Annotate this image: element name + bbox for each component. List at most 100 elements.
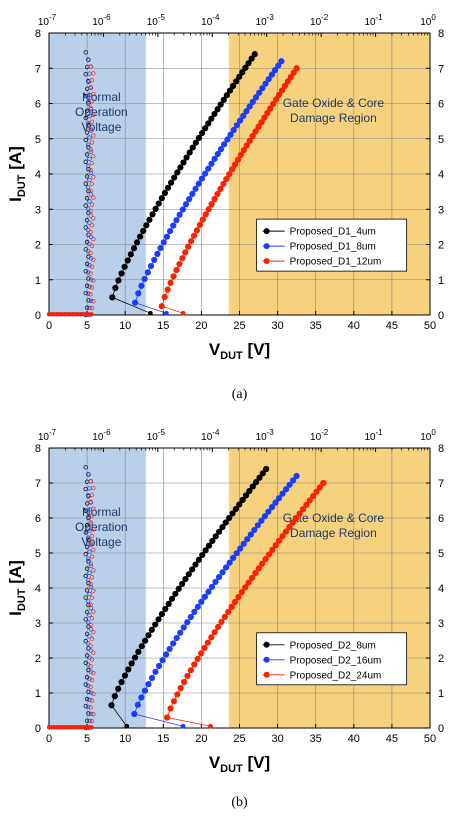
y-tick-label-right: 4	[438, 583, 444, 595]
data-point	[189, 566, 196, 573]
data-point	[265, 76, 272, 83]
legend-label: Proposed_D2_16um	[290, 655, 382, 666]
data-point	[191, 608, 198, 615]
y-tick-label: 1	[35, 688, 41, 700]
leakage-trace-point	[83, 552, 88, 557]
leakage-trace-point	[89, 657, 95, 662]
data-point	[208, 115, 215, 122]
leakage-trace-point	[87, 305, 92, 311]
data-point	[231, 598, 239, 606]
leakage-trace-point	[84, 86, 90, 92]
legend-marker	[263, 671, 270, 678]
snapback-point	[147, 310, 153, 316]
x-axis-label: VDUT [V]	[209, 753, 270, 775]
data-point	[125, 666, 132, 673]
data-point	[170, 222, 177, 229]
chart-panel-1: 0 5 10 15 20 25 30 35 40 45 500 01 12 23 34 45 56 67 78 810…	[6, 13, 444, 402]
leakage-trace-point	[87, 613, 92, 618]
leakage-trace-point	[84, 305, 90, 310]
data-point	[135, 648, 142, 655]
data-point	[275, 62, 282, 69]
data-point	[185, 243, 192, 250]
top-tick-label: 10-5	[147, 428, 166, 443]
legend-label: Proposed_D1_4um	[290, 227, 376, 238]
x-tick-label: 5	[84, 733, 90, 745]
data-point	[282, 528, 290, 535]
series-3	[47, 64, 300, 318]
leakage-trace-point	[91, 485, 96, 491]
data-point	[269, 546, 276, 553]
x-tick-label: 35	[310, 320, 322, 332]
data-point	[183, 154, 190, 161]
top-tick-label: 10-3	[256, 428, 275, 443]
leakage-trace-point	[87, 199, 92, 204]
data-point	[296, 510, 303, 517]
data-point	[252, 94, 260, 101]
data-point	[293, 515, 300, 522]
data-point	[237, 545, 244, 552]
leakage-trace-point	[84, 108, 90, 113]
data-point	[191, 661, 198, 668]
leakage-trace-point	[91, 257, 96, 262]
data-point	[167, 279, 174, 286]
y-tick-label-right: 5	[438, 134, 444, 146]
legend-box	[256, 218, 408, 272]
data-point	[239, 69, 246, 76]
y-axis-label-group: IDUT [A]	[6, 146, 28, 202]
data-point	[121, 672, 129, 679]
data-point	[220, 180, 227, 188]
y-axis-label-unit: [A]	[6, 560, 25, 588]
data-point	[141, 687, 149, 694]
leakage-trace-point	[88, 643, 93, 648]
leakage-trace-point	[83, 465, 88, 470]
snapback-point	[180, 723, 186, 729]
leakage-trace-point	[91, 712, 96, 717]
top-tick-label: 10-2	[310, 13, 329, 28]
data-point	[198, 598, 205, 605]
y-tick-label-right: 2	[438, 653, 444, 665]
data-point	[180, 159, 187, 166]
x-axis-label-subscript: DUT	[220, 350, 243, 362]
y-tick-label: 0	[35, 723, 41, 735]
data-point	[227, 131, 234, 138]
data-point	[286, 524, 293, 531]
top-tick-label: 10-3	[256, 13, 275, 28]
data-point	[131, 710, 138, 718]
x-tick-label: 15	[157, 733, 169, 745]
data-point	[217, 146, 225, 153]
x-tick-label: 5	[84, 320, 90, 332]
data-point	[255, 123, 262, 130]
x-tick-label: 45	[386, 733, 398, 745]
data-point	[261, 114, 268, 121]
x-tick-label: 45	[386, 320, 398, 332]
leakage-trace-point	[88, 209, 93, 214]
data-point	[290, 477, 297, 484]
leakage-trace-point	[83, 617, 88, 622]
data-point	[316, 484, 324, 491]
top-tick-exponent: -3	[267, 13, 275, 22]
data-point	[115, 277, 122, 284]
leakage-trace-point	[91, 112, 96, 117]
leakage-trace-point	[88, 690, 94, 695]
leakage-trace-point	[89, 513, 95, 518]
data-point	[205, 206, 212, 213]
data-point	[171, 174, 178, 181]
leakage-trace-point	[86, 689, 91, 694]
data-point	[138, 643, 145, 650]
data-point	[275, 91, 283, 99]
data-point	[265, 508, 272, 515]
leakage-trace-point	[88, 648, 94, 653]
data-point	[219, 524, 226, 531]
data-point	[252, 128, 259, 135]
data-point	[152, 668, 159, 675]
leakage-trace-point	[88, 105, 93, 111]
data-point	[201, 644, 208, 652]
leakage-trace-point	[86, 641, 91, 646]
data-point	[282, 486, 290, 493]
leakage-trace-point	[84, 130, 90, 135]
data-point	[226, 87, 234, 94]
data-point	[278, 87, 286, 94]
leakage-trace-point	[89, 718, 95, 724]
leakage-trace-point	[89, 575, 95, 580]
data-point	[155, 616, 162, 623]
